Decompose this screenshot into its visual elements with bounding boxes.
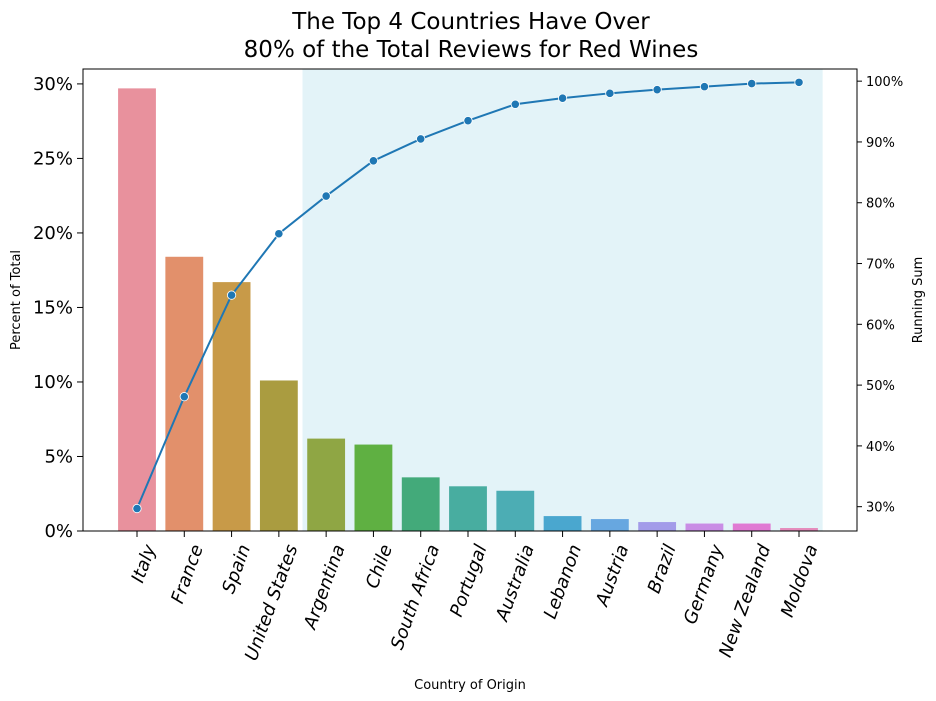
bar-moldova (780, 528, 818, 531)
bar-lebanon (543, 516, 582, 531)
running-sum-point (699, 82, 710, 92)
running-sum-point (274, 229, 284, 239)
running-sum-point (321, 191, 331, 201)
running-sum-point (132, 503, 142, 514)
running-sum-point (510, 99, 520, 109)
x-tick-label: Brazil (644, 542, 681, 596)
x-tick-label: Moldova (777, 542, 823, 620)
bar-spain (212, 282, 251, 531)
x-tick-label: Italy (127, 542, 160, 586)
chart-title: The Top 4 Countries Have Over 80% of the… (244, 9, 699, 63)
y2-tick-label: 70% (866, 258, 895, 273)
x-tick-label: Spain (218, 542, 255, 596)
x-tick-label: France (167, 542, 208, 607)
y2-tick-label: 90% (866, 136, 895, 151)
plot-frame (82, 68, 858, 532)
x-tick-label: Austria (592, 542, 634, 610)
running-sum-point (652, 85, 662, 95)
y-axis-right: 30% 40% 50% 60% 70% 80% 90% 100% (857, 75, 903, 516)
x-tick-label: Argentina (299, 542, 349, 633)
running-sum-series (132, 77, 804, 514)
y2-tick-label: 60% (866, 318, 895, 333)
bar-brazil (638, 522, 677, 531)
bar-chile (354, 444, 393, 531)
bar-portugal (449, 486, 487, 531)
y2-axis-label: Running Sum (911, 257, 926, 344)
bar-australia (496, 490, 535, 531)
bar-series (118, 88, 818, 531)
y-axis-left: 0% 5% 10% 15% 20% 25% 30% (33, 74, 83, 542)
y2-tick-label: 100% (866, 75, 903, 90)
y-tick-label: 30% (33, 74, 73, 95)
y-axis-label: Percent of Total (9, 250, 24, 350)
bar-argentina (307, 438, 346, 531)
running-sum-point (368, 156, 379, 166)
chart-title-line-1: The Top 4 Countries Have Over (291, 9, 650, 35)
x-tick-label: Chile (362, 542, 397, 592)
bar-united-states (259, 380, 298, 531)
y-tick-label: 15% (33, 297, 73, 318)
running-sum-point (557, 93, 568, 103)
running-sum-point (179, 392, 189, 402)
running-sum-point (605, 88, 615, 98)
x-tick-label: Portugal (446, 542, 491, 620)
x-axis-label: Country of Origin (414, 678, 526, 693)
running-sum-point (747, 78, 757, 89)
x-tick-label: Germany (680, 542, 728, 628)
running-sum-point (794, 77, 804, 87)
running-sum-point (226, 290, 237, 300)
y-tick-label: 20% (33, 223, 73, 244)
y-tick-label: 0% (44, 521, 73, 542)
bar-austria (590, 519, 629, 531)
x-tick-label: Lebanon (540, 542, 586, 622)
y2-tick-label: 50% (866, 379, 895, 394)
running-sum-point (416, 134, 426, 144)
y2-tick-label: 30% (866, 501, 895, 516)
y-tick-label: 10% (33, 372, 73, 393)
running-sum-point (463, 116, 473, 126)
x-tick-label: Australia (492, 542, 539, 625)
y-tick-label: 25% (33, 148, 73, 169)
bar-south-africa (401, 477, 440, 531)
y2-tick-label: 40% (866, 440, 895, 455)
bar-italy (118, 88, 156, 531)
bar-new-zealand (732, 523, 771, 531)
x-tick-label: South Africa (387, 542, 444, 653)
y-tick-label: 5% (44, 446, 73, 467)
y2-tick-label: 80% (866, 197, 895, 212)
bar-germany (685, 523, 724, 531)
chart-title-line-2: 80% of the Total Reviews for Red Wines (244, 37, 699, 63)
